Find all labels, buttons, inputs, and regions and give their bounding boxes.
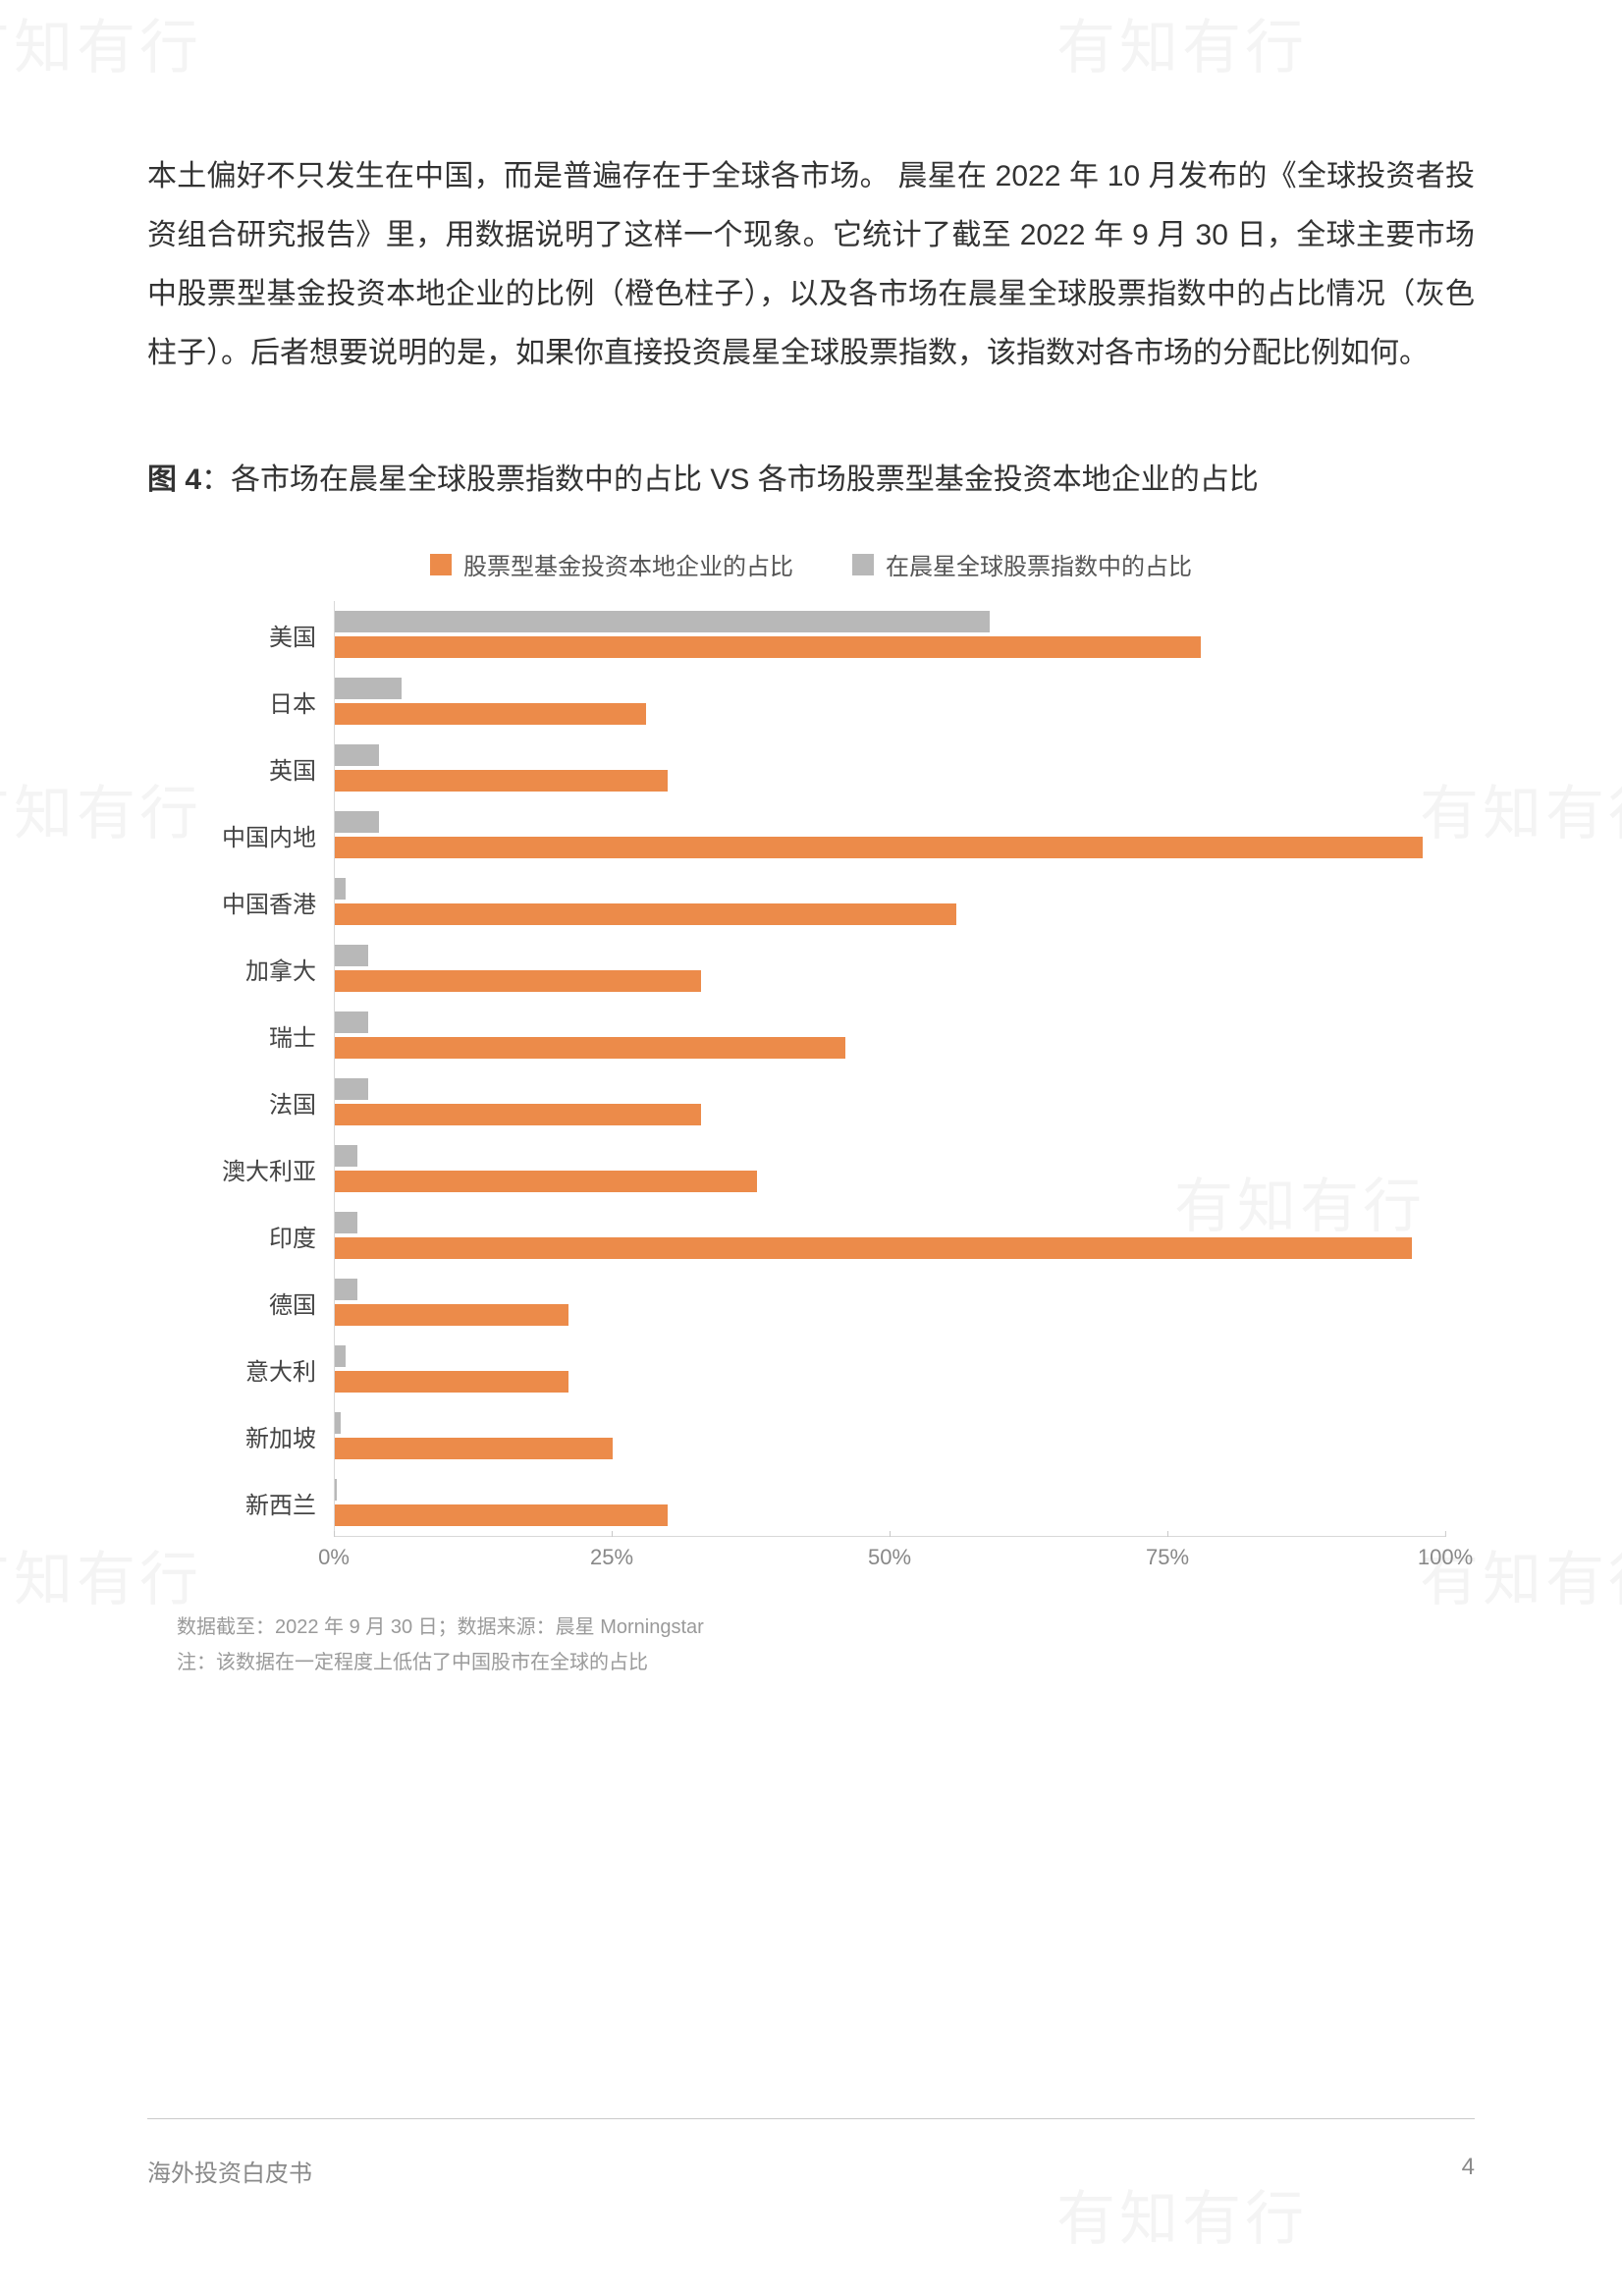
category-label: 瑞士	[177, 1002, 334, 1068]
chart-row: 加拿大	[177, 935, 1445, 1002]
axis-tick: 100%	[1418, 1537, 1473, 1570]
bar-group	[334, 1402, 1445, 1469]
local-bar	[335, 1171, 757, 1192]
local-bar	[335, 1504, 668, 1526]
legend-label: 股票型基金投资本地企业的占比	[463, 547, 793, 581]
index-bar	[335, 1345, 346, 1367]
category-label: 法国	[177, 1068, 334, 1135]
figure-label: 图 4	[147, 464, 201, 496]
index-bar	[335, 1011, 368, 1033]
bar-group	[334, 1135, 1445, 1202]
bar-group	[334, 935, 1445, 1002]
chart-source-note: 数据截至：2022 年 9 月 30 日；数据来源：晨星 Morningstar…	[177, 1610, 1475, 1680]
local-bar	[335, 770, 668, 792]
chart-row: 美国	[177, 601, 1445, 668]
axis-tick: 25%	[590, 1537, 633, 1570]
bar-group	[334, 1202, 1445, 1269]
home-bias-bar-chart: 美国日本英国中国内地中国香港加拿大瑞士法国澳大利亚印度德国意大利新加坡新西兰 0…	[177, 601, 1445, 1575]
watermark: 有知有行	[1056, 0, 1308, 85]
category-label: 澳大利亚	[177, 1135, 334, 1202]
legend-item: 股票型基金投资本地企业的占比	[430, 547, 793, 581]
local-bar	[335, 1104, 701, 1125]
local-bar	[335, 1304, 568, 1326]
axis-tick: 0%	[318, 1537, 350, 1570]
bar-group	[334, 1469, 1445, 1536]
index-bar	[335, 678, 402, 699]
chart-row: 日本	[177, 668, 1445, 735]
legend-item: 在晨星全球股票指数中的占比	[852, 547, 1192, 581]
index-bar	[335, 811, 379, 833]
page-footer: 海外投资白皮书 4	[147, 2118, 1475, 2188]
bar-group	[334, 668, 1445, 735]
local-bar	[335, 703, 646, 725]
local-bar	[335, 1371, 568, 1393]
bar-group	[334, 801, 1445, 868]
local-bar	[335, 636, 1201, 658]
legend-label: 在晨星全球股票指数中的占比	[886, 547, 1192, 581]
category-label: 德国	[177, 1269, 334, 1336]
chart-row: 印度	[177, 1202, 1445, 1269]
x-axis: 0%25%50%75%100%	[177, 1536, 1445, 1575]
index-bar	[335, 611, 990, 632]
chart-row: 德国	[177, 1269, 1445, 1336]
index-bar	[335, 878, 346, 900]
bar-group	[334, 735, 1445, 801]
index-bar	[335, 1078, 368, 1100]
local-bar	[335, 1438, 613, 1459]
legend-swatch	[430, 554, 452, 575]
category-label: 中国内地	[177, 801, 334, 868]
source-line-1: 数据截至：2022 年 9 月 30 日；数据来源：晨星 Morningstar	[177, 1610, 1475, 1645]
category-label: 加拿大	[177, 935, 334, 1002]
chart-row: 中国内地	[177, 801, 1445, 868]
index-bar	[335, 1212, 357, 1233]
local-bar	[335, 970, 701, 992]
source-line-2: 注：该数据在一定程度上低估了中国股市在全球的占比	[177, 1645, 1475, 1680]
watermark: 有知有行	[0, 1532, 202, 1617]
chart-row: 新加坡	[177, 1402, 1445, 1469]
index-bar	[335, 1412, 341, 1434]
category-label: 新西兰	[177, 1469, 334, 1536]
bar-group	[334, 1068, 1445, 1135]
axis-tick: 75%	[1146, 1537, 1189, 1570]
index-bar	[335, 744, 379, 766]
index-bar	[335, 1145, 357, 1167]
index-bar	[335, 945, 368, 966]
category-label: 新加坡	[177, 1402, 334, 1469]
chart-legend: 股票型基金投资本地企业的占比 在晨星全球股票指数中的占比	[147, 547, 1475, 581]
local-bar	[335, 837, 1423, 858]
chart-row: 澳大利亚	[177, 1135, 1445, 1202]
category-label: 日本	[177, 668, 334, 735]
figure-title-text: ：各市场在晨星全球股票指数中的占比 VS 各市场股票型基金投资本地企业的占比	[201, 464, 1259, 496]
category-label: 印度	[177, 1202, 334, 1269]
figure-caption: 图 4：各市场在晨星全球股票指数中的占比 VS 各市场股票型基金投资本地企业的占…	[147, 452, 1475, 508]
bar-group	[334, 1269, 1445, 1336]
legend-swatch	[852, 554, 874, 575]
intro-paragraph: 本土偏好不只发生在中国，而是普遍存在于全球各市场。 晨星在 2022 年 10 …	[147, 147, 1475, 383]
axis-tick: 50%	[868, 1537, 911, 1570]
bar-group	[334, 868, 1445, 935]
chart-row: 英国	[177, 735, 1445, 801]
local-bar	[335, 1037, 845, 1059]
category-label: 英国	[177, 735, 334, 801]
bar-group	[334, 1002, 1445, 1068]
watermark: 有知有行	[1420, 766, 1622, 851]
watermark: 有知有行	[0, 766, 202, 851]
category-label: 中国香港	[177, 868, 334, 935]
index-bar	[335, 1279, 357, 1300]
bar-group	[334, 601, 1445, 668]
chart-row: 法国	[177, 1068, 1445, 1135]
local-bar	[335, 903, 956, 925]
page-number: 4	[1462, 2154, 1475, 2188]
bar-group	[334, 1336, 1445, 1402]
index-bar	[335, 1479, 337, 1501]
local-bar	[335, 1237, 1412, 1259]
chart-row: 意大利	[177, 1336, 1445, 1402]
footer-title: 海外投资白皮书	[147, 2154, 312, 2188]
category-label: 意大利	[177, 1336, 334, 1402]
chart-row: 瑞士	[177, 1002, 1445, 1068]
category-label: 美国	[177, 601, 334, 668]
watermark: 有知有行	[0, 0, 202, 85]
chart-row: 新西兰	[177, 1469, 1445, 1536]
chart-row: 中国香港	[177, 868, 1445, 935]
